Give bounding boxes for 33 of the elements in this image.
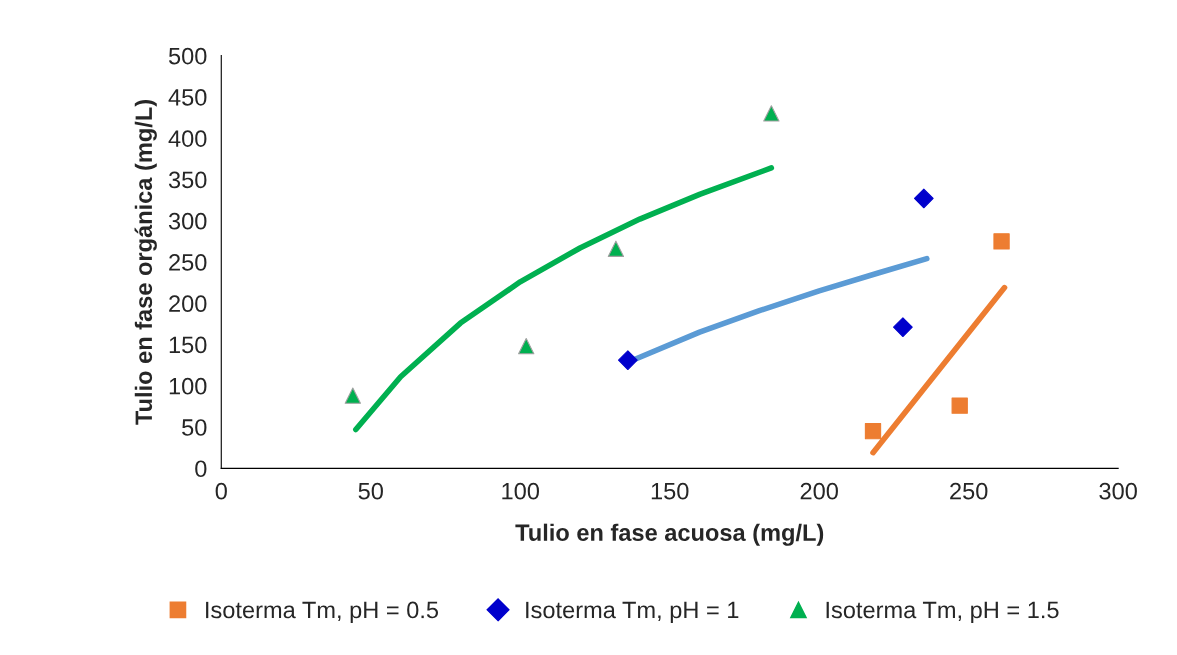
x-tick-label: 300 — [1099, 482, 1137, 500]
y-tick-label: 450 — [168, 89, 207, 106]
point — [617, 350, 638, 371]
y-tick-label: 200 — [169, 295, 207, 313]
x-tick-label: 150 — [651, 482, 689, 500]
x-tick-label: 50 — [358, 482, 383, 500]
y-tick-label: 150 — [169, 336, 207, 354]
y-tick-label: 500 — [168, 47, 207, 65]
point — [607, 240, 625, 257]
y-axis-title: Tulio en fase orgánica (mg/L) — [134, 100, 157, 425]
x-tick-label: 250 — [950, 482, 988, 500]
y-tick-label: 300 — [168, 212, 207, 230]
x-tick-label: 100 — [502, 482, 540, 500]
legend-label: Isoterma Tm, pH = 1 — [526, 601, 739, 623]
y-tick-label: 350 — [168, 171, 207, 189]
y-tick-label: 50 — [182, 419, 207, 436]
point — [951, 397, 968, 414]
y-tick-label: 100 — [169, 377, 207, 395]
x-axis-title: Tulio en fase acuosa (mg/L) — [515, 523, 824, 546]
point — [344, 387, 361, 404]
y-tick-label: 250 — [169, 254, 207, 271]
point — [864, 423, 882, 440]
legend-label: Isoterma Tm, pH = 1.5 — [826, 601, 1059, 623]
point — [763, 105, 780, 122]
x-tick-label: 0 — [215, 482, 227, 500]
point — [913, 188, 934, 209]
y-tick-label: 0 — [195, 460, 207, 478]
y-tick-label: 400 — [168, 130, 207, 147]
legend-label: Isoterma Tm, pH = 0.5 — [206, 601, 439, 623]
point — [893, 317, 913, 338]
point — [518, 338, 535, 355]
x-tick-label: 200 — [800, 482, 838, 500]
point — [993, 233, 1010, 250]
